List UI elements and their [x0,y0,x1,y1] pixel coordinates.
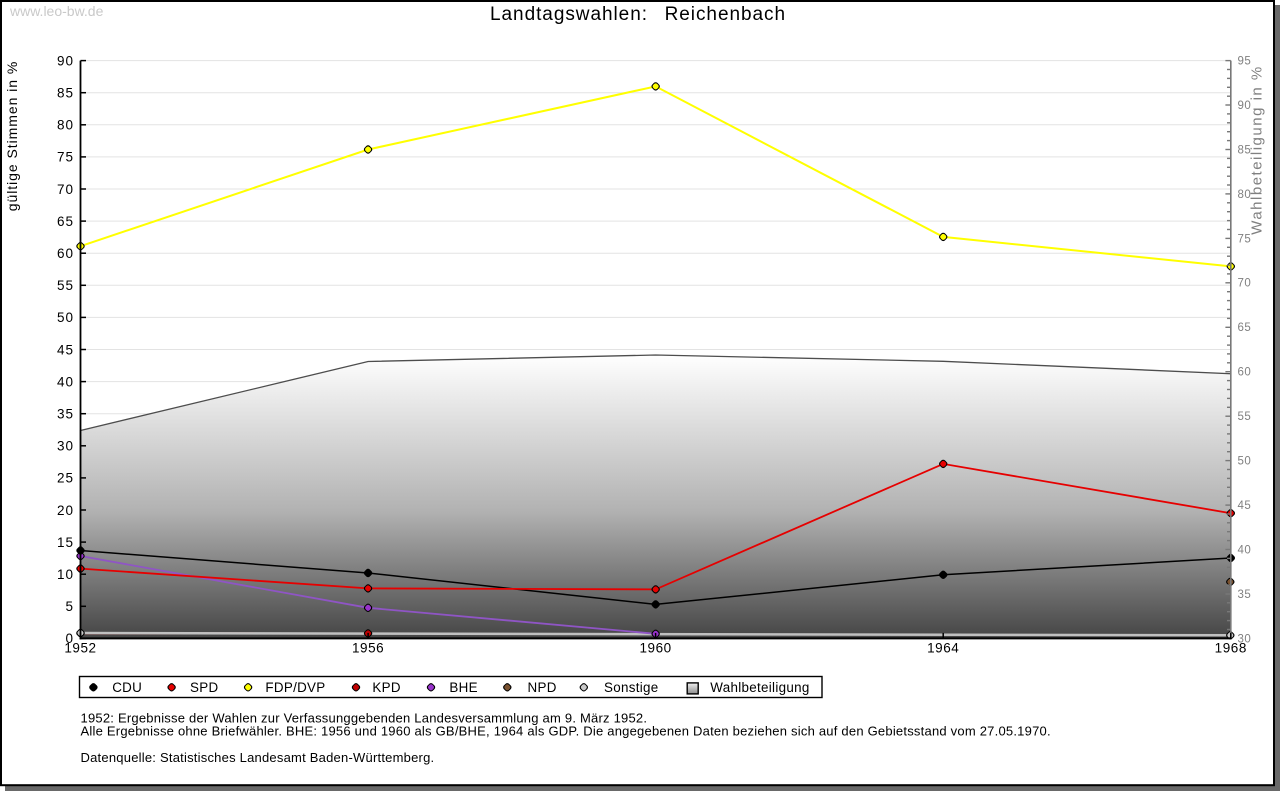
svg-text:75: 75 [1238,233,1252,245]
svg-text:5: 5 [65,599,74,614]
svg-text:NPD: NPD [528,680,557,695]
svg-text:30: 30 [57,439,74,454]
svg-text:40: 40 [57,374,74,389]
svg-text:gültige Stimmen in %: gültige Stimmen in % [4,61,20,212]
svg-text:90: 90 [57,53,74,68]
svg-text:30: 30 [1238,633,1252,645]
svg-text:1952: 1952 [64,641,96,656]
svg-text:50: 50 [1238,456,1252,468]
svg-text:80: 80 [57,118,74,133]
svg-text:10: 10 [57,567,74,582]
svg-text:45: 45 [57,342,74,357]
svg-text:60: 60 [57,246,74,261]
svg-text:55: 55 [57,278,74,293]
svg-text:15: 15 [57,535,74,550]
svg-text:75: 75 [57,150,74,165]
svg-text:SPD: SPD [190,680,218,695]
svg-text:95: 95 [1238,56,1252,68]
svg-text:Wahlbeteiligung: Wahlbeteiligung [710,680,809,695]
svg-text:35: 35 [1238,589,1252,601]
svg-text:1956: 1956 [352,641,384,656]
svg-text:BHE: BHE [449,680,477,695]
svg-text:50: 50 [57,310,74,325]
svg-text:0: 0 [65,631,74,646]
svg-text:Landtagswahlen: Reichenbach: Landtagswahlen: Reichenbach [490,4,786,25]
svg-text:55: 55 [1238,411,1252,423]
svg-text:FDP/DVP: FDP/DVP [265,680,325,695]
svg-text:CDU: CDU [112,680,142,695]
svg-text:1964: 1964 [927,641,959,656]
svg-text:25: 25 [57,471,74,486]
svg-text:60: 60 [1238,367,1252,379]
svg-text:90: 90 [1238,100,1252,112]
svg-text:1960: 1960 [639,641,671,656]
svg-text:70: 70 [57,182,74,197]
svg-text:85: 85 [1238,144,1252,156]
svg-text:40: 40 [1238,544,1252,556]
svg-text:80: 80 [1238,189,1252,201]
svg-text:Wahlbeteiligung in %: Wahlbeteiligung in % [1249,65,1266,235]
svg-text:1968: 1968 [1215,641,1247,656]
svg-text:65: 65 [1238,322,1252,334]
svg-text:70: 70 [1238,278,1252,290]
svg-text:35: 35 [57,407,74,422]
svg-text:Datenquelle: Statistisches Lan: Datenquelle: Statistisches Landesamt Bad… [81,750,435,765]
svg-text:45: 45 [1238,500,1252,512]
svg-text:20: 20 [57,503,74,518]
svg-text:1952: Ergebnisse der Wahlen zu: 1952: Ergebnisse der Wahlen zur Verfassu… [81,711,648,726]
svg-text:www.leo-bw.de: www.leo-bw.de [9,3,104,19]
svg-text:Alle Ergebnisse ohne Briefwähl: Alle Ergebnisse ohne Briefwähler. BHE: 1… [81,724,1051,739]
svg-text:85: 85 [57,86,74,101]
svg-text:Sonstige: Sonstige [604,680,659,695]
svg-text:65: 65 [57,214,74,229]
svg-text:KPD: KPD [372,680,400,695]
